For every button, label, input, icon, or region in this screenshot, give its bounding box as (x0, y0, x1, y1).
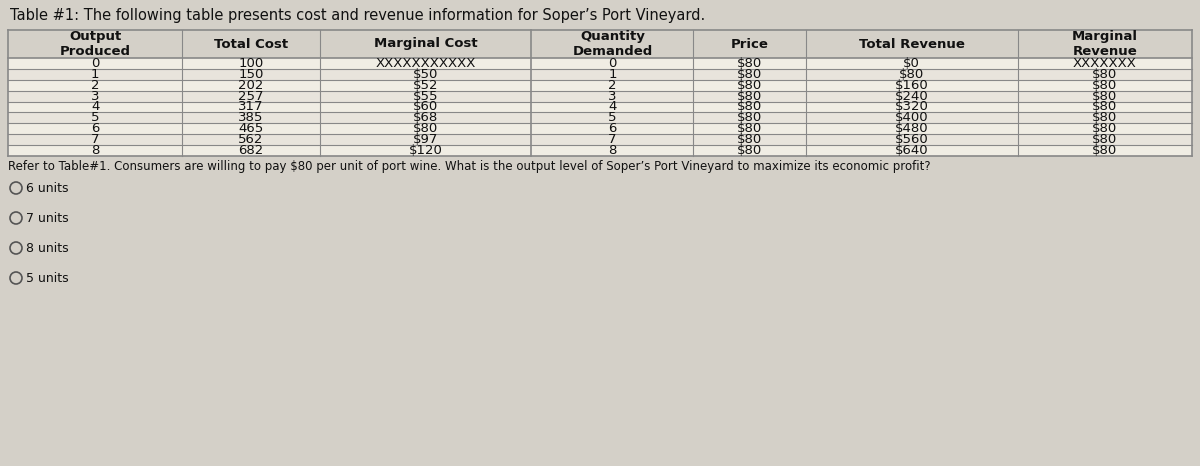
Text: $80: $80 (1092, 133, 1117, 146)
Text: Refer to Table#1. Consumers are willing to pay $80 per unit of port wine. What i: Refer to Table#1. Consumers are willing … (8, 160, 931, 173)
Text: 8: 8 (91, 144, 100, 157)
Text: $80: $80 (1092, 111, 1117, 124)
Text: $80: $80 (737, 89, 762, 103)
Bar (8, 30, 1192, 58)
Text: $50: $50 (413, 68, 438, 81)
Text: 100: 100 (239, 57, 264, 70)
Text: $80: $80 (1092, 89, 1117, 103)
Text: $97: $97 (413, 133, 438, 146)
Text: 6 units: 6 units (26, 181, 68, 194)
Text: 385: 385 (239, 111, 264, 124)
Text: 4: 4 (608, 101, 617, 114)
Text: 0: 0 (91, 57, 100, 70)
Text: Output
Produced: Output Produced (60, 30, 131, 58)
Text: $560: $560 (895, 133, 929, 146)
Text: $80: $80 (737, 144, 762, 157)
Text: Marginal Cost: Marginal Cost (373, 37, 478, 50)
Text: 0: 0 (608, 57, 617, 70)
Text: 562: 562 (239, 133, 264, 146)
Text: 8: 8 (608, 144, 617, 157)
Text: Quantity
Demanded: Quantity Demanded (572, 30, 653, 58)
Text: $240: $240 (895, 89, 929, 103)
Text: $55: $55 (413, 89, 438, 103)
Text: $0: $0 (904, 57, 920, 70)
Text: $80: $80 (1092, 79, 1117, 92)
Text: Marginal
Revenue: Marginal Revenue (1072, 30, 1138, 58)
Text: 7: 7 (91, 133, 100, 146)
Text: Total Revenue: Total Revenue (859, 37, 965, 50)
Text: 150: 150 (239, 68, 264, 81)
Text: $60: $60 (413, 101, 438, 114)
Text: $68: $68 (413, 111, 438, 124)
Text: Table #1: The following table presents cost and revenue information for Soper’s : Table #1: The following table presents c… (10, 8, 706, 23)
Text: 317: 317 (239, 101, 264, 114)
Text: $640: $640 (895, 144, 929, 157)
Text: $80: $80 (1092, 68, 1117, 81)
Text: 1: 1 (608, 68, 617, 81)
Text: XXXXXXXXXXX: XXXXXXXXXXX (376, 57, 475, 70)
Bar (8, 134, 1192, 145)
Text: 5: 5 (91, 111, 100, 124)
Text: 1: 1 (91, 68, 100, 81)
Text: $80: $80 (1092, 101, 1117, 114)
Text: 257: 257 (239, 89, 264, 103)
Text: $80: $80 (899, 68, 924, 81)
Text: 7 units: 7 units (26, 212, 68, 225)
Text: 682: 682 (239, 144, 264, 157)
Text: XXXXXXX: XXXXXXX (1073, 57, 1136, 70)
Text: 3: 3 (608, 89, 617, 103)
Text: $80: $80 (737, 57, 762, 70)
Bar (8, 69, 1192, 80)
Text: $120: $120 (408, 144, 443, 157)
Text: 202: 202 (239, 79, 264, 92)
Text: 2: 2 (608, 79, 617, 92)
Text: $80: $80 (737, 79, 762, 92)
Text: $80: $80 (737, 68, 762, 81)
Bar (8, 145, 1192, 156)
Text: $80: $80 (737, 133, 762, 146)
Text: $480: $480 (895, 122, 929, 135)
Text: Total Cost: Total Cost (214, 37, 288, 50)
Text: 8 units: 8 units (26, 241, 68, 254)
Text: $80: $80 (1092, 144, 1117, 157)
Bar (8, 102, 1192, 112)
Text: 7: 7 (608, 133, 617, 146)
Text: 6: 6 (91, 122, 100, 135)
Text: $52: $52 (413, 79, 438, 92)
Bar (8, 80, 1192, 91)
Text: $80: $80 (1092, 122, 1117, 135)
Text: $400: $400 (895, 111, 929, 124)
Text: $80: $80 (737, 101, 762, 114)
Bar (8, 58, 1192, 69)
Text: $80: $80 (413, 122, 438, 135)
Text: Price: Price (731, 37, 768, 50)
Bar (8, 91, 1192, 102)
Text: 4: 4 (91, 101, 100, 114)
Text: $80: $80 (737, 122, 762, 135)
Text: 2: 2 (91, 79, 100, 92)
Bar (8, 112, 1192, 123)
Bar (8, 123, 1192, 134)
Text: 6: 6 (608, 122, 617, 135)
Text: 5: 5 (608, 111, 617, 124)
Text: $160: $160 (895, 79, 929, 92)
Text: $320: $320 (895, 101, 929, 114)
Text: 3: 3 (91, 89, 100, 103)
Text: 465: 465 (239, 122, 264, 135)
Text: 5 units: 5 units (26, 272, 68, 285)
Text: $80: $80 (737, 111, 762, 124)
